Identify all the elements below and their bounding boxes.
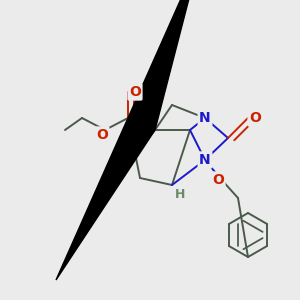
Text: O: O (249, 111, 261, 125)
Text: O: O (129, 85, 141, 99)
Polygon shape (56, 0, 200, 280)
Text: N: N (199, 153, 211, 167)
Text: N: N (199, 111, 211, 125)
Text: O: O (96, 128, 108, 142)
Text: O: O (212, 173, 224, 187)
Text: H: H (175, 188, 185, 202)
